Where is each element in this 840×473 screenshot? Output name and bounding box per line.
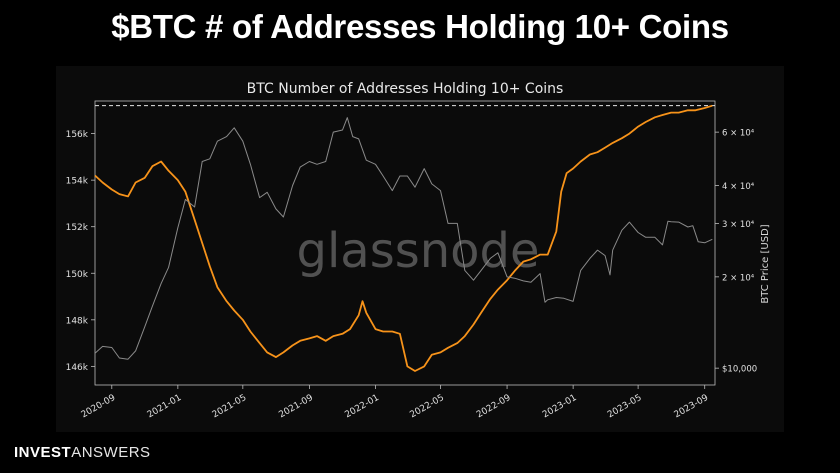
left-tick-label: 152k xyxy=(66,223,89,233)
left-tick-label: 154k xyxy=(66,177,89,187)
x-tick-label: 2022-05 xyxy=(408,393,446,420)
x-tick-label: 2022-09 xyxy=(475,393,513,421)
series-layer xyxy=(94,104,713,372)
plot-frame xyxy=(94,100,716,386)
x-tick-label: 2021-05 xyxy=(211,393,249,420)
price-series-line xyxy=(94,117,713,360)
right-axis-label: BTC Price [USD] xyxy=(760,224,771,303)
right-tick-label: 2 × 10⁴ xyxy=(722,273,755,283)
x-tick-label: 2021-09 xyxy=(277,393,315,421)
brand-bold: INVEST xyxy=(14,444,72,461)
left-tick-label: 148k xyxy=(66,316,89,326)
x-tick-label: 2021-01 xyxy=(146,393,184,420)
right-tick-label: 4 × 10⁴ xyxy=(722,182,755,192)
right-tick-label: 3 × 10⁴ xyxy=(722,220,755,230)
x-tick-label: 2023-09 xyxy=(673,393,711,421)
chart-panel: BTC Number of Addresses Holding 10+ Coin… xyxy=(56,66,784,432)
right-tick-label: 6 × 10⁴ xyxy=(722,129,755,139)
watermark: glassnode xyxy=(296,223,539,279)
x-tick-label: 2022-01 xyxy=(343,393,381,420)
brand-light: ANSWERS xyxy=(71,444,151,461)
brand-logo: INVESTANSWERS xyxy=(14,444,151,461)
right-tick-label: $10,000 xyxy=(722,365,757,375)
chart-title: BTC Number of Addresses Holding 10+ Coin… xyxy=(247,81,564,97)
slide-title: $BTC # of Addresses Holding 10+ Coins xyxy=(111,8,729,45)
left-tick-label: 146k xyxy=(66,363,89,373)
addresses-chart: BTC Number of Addresses Holding 10+ Coin… xyxy=(66,81,771,421)
x-tick-label: 2023-01 xyxy=(541,393,579,420)
left-tick-label: 150k xyxy=(66,270,89,280)
addresses-series-line xyxy=(94,104,713,372)
left-tick-label: 156k xyxy=(66,130,89,140)
x-tick-label: 2020-09 xyxy=(80,393,118,421)
x-tick-label: 2023-05 xyxy=(606,393,644,420)
